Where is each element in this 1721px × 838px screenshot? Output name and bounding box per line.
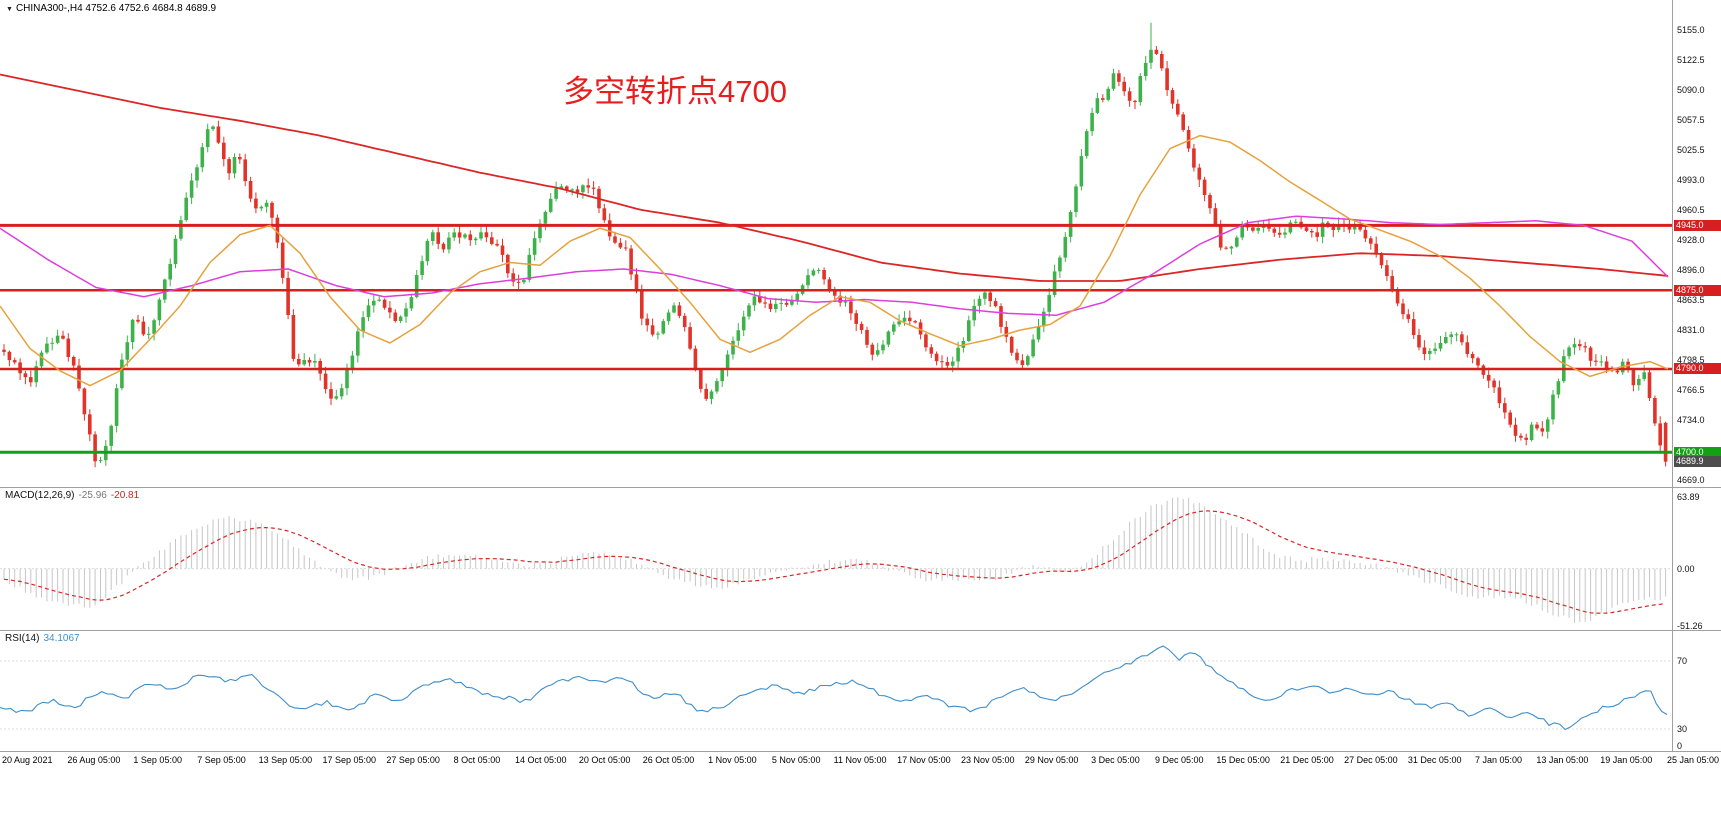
- symbol-ohlc-text: CHINA300-,H4 4752.6 4752.6 4684.8 4689.9: [15, 3, 217, 14]
- symbol-dropdown-icon[interactable]: ▼: [6, 6, 13, 13]
- rsi-value: 34.1067: [43, 633, 80, 644]
- macd-main-value: -25.96: [78, 490, 107, 501]
- symbol-header: ▼ CHINA300-,H4 4752.6 4752.6 4684.8 4689.…: [6, 3, 216, 14]
- chart-annotation-text: 多空转折点4700: [563, 74, 787, 109]
- macd-indicator-label: MACD(12,26,9) -25.96 -20.81: [5, 490, 139, 501]
- rsi-name: RSI(14): [5, 633, 40, 644]
- macd-name: MACD(12,26,9): [5, 490, 75, 501]
- rsi-indicator-label: RSI(14) 34.1067: [5, 633, 80, 644]
- macd-signal-value: -20.81: [110, 490, 140, 501]
